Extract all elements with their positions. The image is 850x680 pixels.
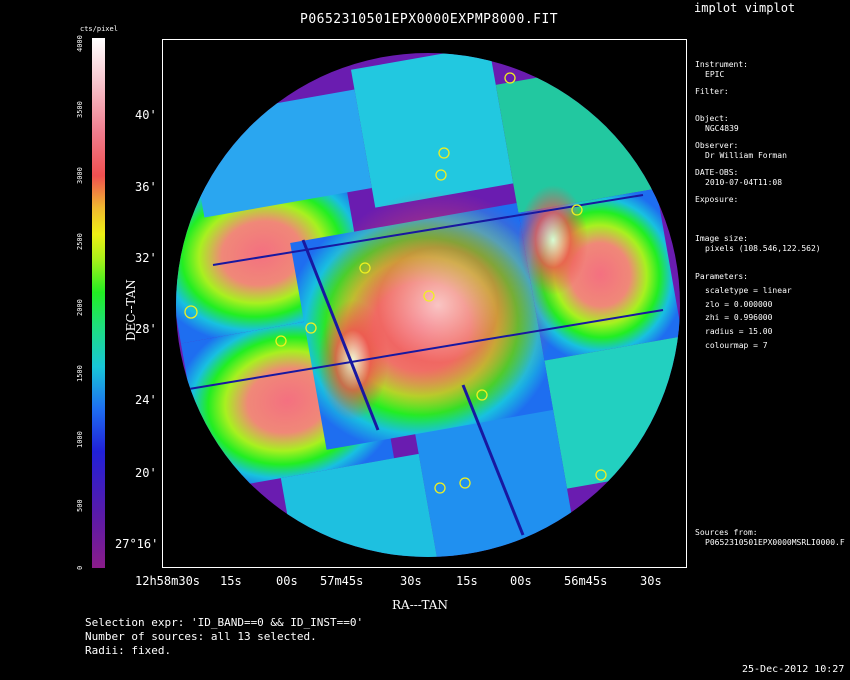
plot-title: P0652310501EPX0000EXPMP8000.FIT [300, 12, 559, 27]
y-tick-label: 28' [135, 322, 157, 336]
colorbar-tick: 0 [76, 565, 84, 570]
x-tick-label: 00s [510, 574, 532, 588]
source-circle [476, 389, 488, 401]
x-tick-label: 30s [640, 574, 662, 588]
object-value: NGC4839 [705, 124, 739, 133]
timestamp: 25-Dec-2012 10:27 [742, 664, 845, 675]
colorbar-tick: 500 [76, 499, 84, 512]
param-colourmap: colourmap = 7 [705, 341, 768, 350]
source-circle [359, 262, 371, 274]
x-tick-label: 56m45s [564, 574, 608, 588]
colorbar-tick: 3500 [76, 101, 84, 118]
colorbar-tick: 1500 [76, 365, 84, 382]
source-circle [434, 482, 446, 494]
colorbar [92, 38, 105, 568]
y-tick-label: 36' [135, 180, 157, 194]
source-circle [184, 305, 198, 319]
object-label: Object: [695, 114, 729, 123]
colorbar-tick: 2000 [76, 299, 84, 316]
colorbar-tick: 3000 [76, 167, 84, 184]
observer-value: Dr William Forman [705, 151, 787, 160]
colorbar-tick: 4000 [76, 35, 84, 52]
x-tick-label: 15s [220, 574, 242, 588]
sources-label: Sources from: [695, 528, 758, 537]
y-tick-label: 27°16' [115, 537, 159, 551]
date-obs-value: 2010-07-04T11:08 [705, 178, 783, 187]
source-circle [305, 322, 317, 334]
source-circle [504, 72, 516, 84]
y-tick-label: 20' [135, 466, 157, 480]
colorbar-tick: 1000 [76, 431, 84, 448]
x-tick-label: 15s [456, 574, 478, 588]
y-tick-label: 32' [135, 251, 157, 265]
source-circle [571, 204, 583, 216]
selection-expr: Selection expr: 'ID_BAND==0 && ID_INST==… [85, 616, 364, 629]
x-tick-label: 12h58m30s [135, 574, 201, 588]
colorbar-unit: cts/pixel [80, 25, 118, 33]
radii-status: Radii: fixed. [85, 644, 172, 657]
observer-label: Observer: [695, 141, 739, 150]
x-tick-label: 00s [276, 574, 298, 588]
param-zlo: zlo = 0.000000 [705, 300, 773, 309]
sky-image[interactable] [163, 40, 686, 567]
source-circle [595, 469, 607, 481]
date-obs-label: DATE-OBS: [695, 168, 739, 177]
instrument-value: EPIC [705, 70, 725, 79]
plot-frame[interactable] [162, 39, 687, 568]
param-scaletype: scaletype = linear [705, 286, 792, 295]
sources-value: P0652310501EPX0000MSRLI0000.F [705, 538, 845, 547]
source-circle [275, 335, 287, 347]
param-zhi: zhi = 0.996000 [705, 313, 773, 322]
source-circle [435, 169, 447, 181]
source-circle [459, 477, 471, 489]
colorbar-tick: 2500 [76, 233, 84, 250]
x-axis-title: RA---TAN [392, 598, 448, 612]
source-circle [423, 290, 435, 302]
x-tick-label: 57m45s [320, 574, 364, 588]
y-tick-label: 24' [135, 393, 157, 407]
filter-label: Filter: [695, 87, 729, 96]
source-count: Number of sources: all 13 selected. [85, 630, 317, 643]
instrument-label: Instrument: [695, 60, 748, 69]
app-title: implot vimplot [694, 1, 796, 15]
image-size-value: pixels (108.546,122.562) [705, 244, 821, 253]
exposure-label: Exposure: [695, 195, 739, 204]
image-size-label: Image size: [695, 234, 748, 243]
parameters-label: Parameters: [695, 272, 748, 281]
y-tick-label: 40' [135, 108, 157, 122]
x-tick-label: 30s [400, 574, 422, 588]
source-circle [438, 147, 450, 159]
param-radius: radius = 15.00 [705, 327, 773, 336]
